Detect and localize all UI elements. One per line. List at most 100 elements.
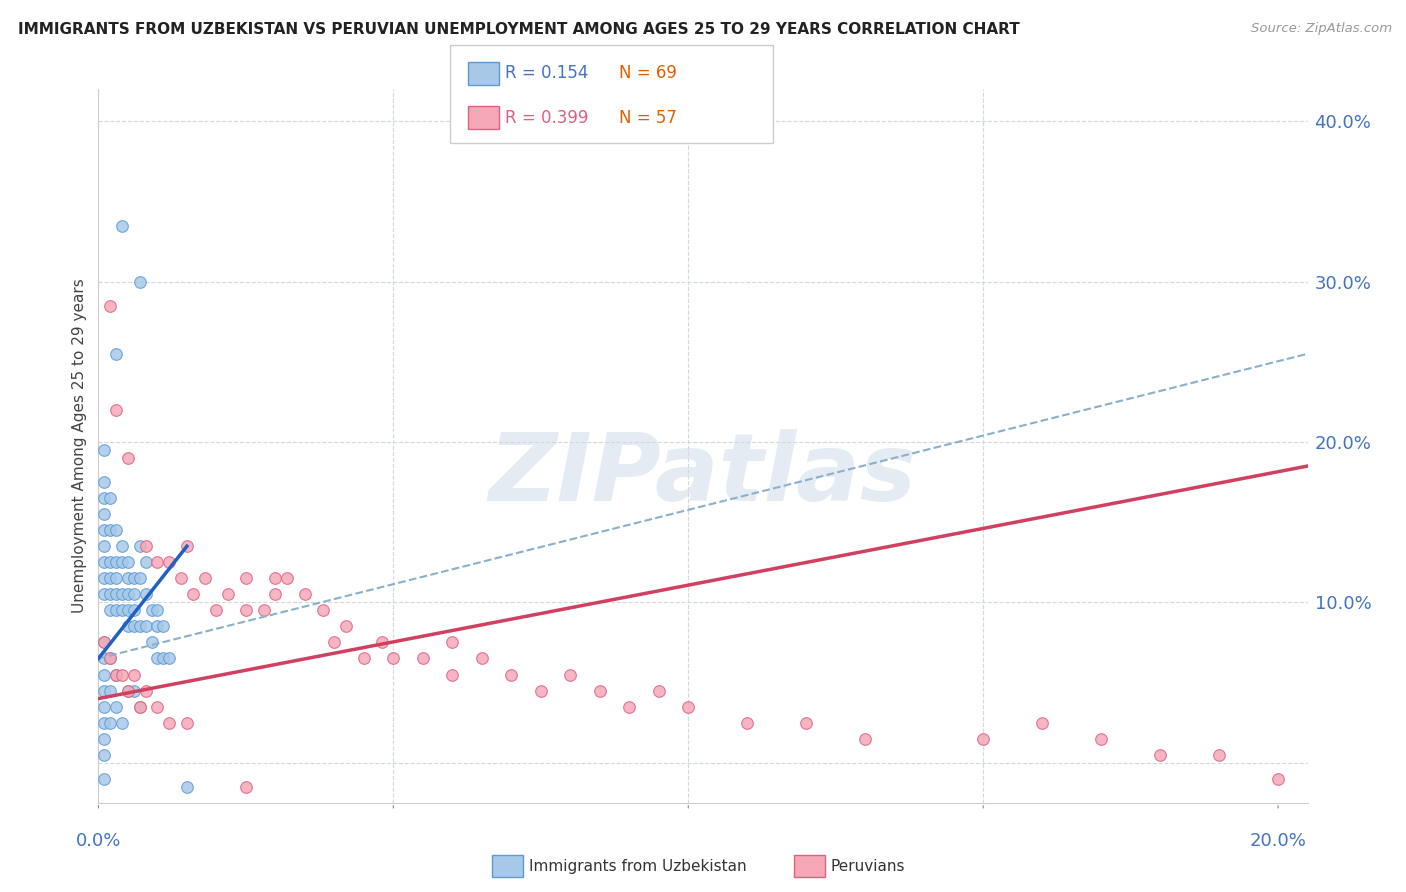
Point [117,683,139,698]
Point [146,555,169,569]
Point [111,219,134,233]
Point [853,731,876,746]
Point [972,731,994,746]
Text: Peruvians: Peruvians [831,859,905,873]
Point [93,523,115,537]
Point [111,715,134,730]
Point [194,571,217,585]
Point [335,619,357,633]
Point [105,555,128,569]
Point [122,571,145,585]
Point [93,747,115,762]
Point [98,571,121,585]
Point [111,539,134,553]
Point [105,603,128,617]
Point [311,603,333,617]
Point [157,715,180,730]
Point [181,587,204,601]
Point [135,683,157,698]
Point [235,571,257,585]
Point [128,275,150,289]
Point [98,683,121,698]
Point [93,555,115,569]
Point [1090,731,1112,746]
Point [353,651,375,665]
Point [93,571,115,585]
Point [128,699,150,714]
Text: 20.0%: 20.0% [1250,831,1306,850]
Point [648,683,671,698]
Text: IMMIGRANTS FROM UZBEKISTAN VS PERUVIAN UNEMPLOYMENT AMONG AGES 25 TO 29 YEARS CO: IMMIGRANTS FROM UZBEKISTAN VS PERUVIAN U… [18,22,1019,37]
Point [794,715,817,730]
Point [98,587,121,601]
Point [294,587,316,601]
Text: Source: ZipAtlas.com: Source: ZipAtlas.com [1251,22,1392,36]
Point [122,619,145,633]
Point [98,603,121,617]
Point [117,603,139,617]
Point [146,699,169,714]
Point [1149,747,1171,762]
Point [441,635,464,649]
Point [205,603,228,617]
Point [678,699,700,714]
Point [117,571,139,585]
Point [98,299,121,313]
Point [93,539,115,553]
Point [146,651,169,665]
Point [276,571,298,585]
Point [93,699,115,714]
Point [105,403,128,417]
Point [105,667,128,681]
Point [93,683,115,698]
Point [122,683,145,698]
Y-axis label: Unemployment Among Ages 25 to 29 years: Unemployment Among Ages 25 to 29 years [72,278,87,614]
Point [98,715,121,730]
Point [128,571,150,585]
Point [530,683,553,698]
Text: R = 0.399: R = 0.399 [505,109,588,127]
Point [117,555,139,569]
Text: ZIPatlas: ZIPatlas [489,428,917,521]
Point [93,667,115,681]
Point [105,347,128,361]
Point [122,667,145,681]
Point [170,571,193,585]
Point [412,651,434,665]
Point [128,619,150,633]
Point [264,571,287,585]
Point [93,475,115,489]
Point [98,555,121,569]
Point [93,731,115,746]
Point [157,651,180,665]
Point [135,587,157,601]
Point [152,651,174,665]
Point [1267,772,1289,786]
Point [111,603,134,617]
Point [93,635,115,649]
Point [323,635,346,649]
Point [111,587,134,601]
Point [111,555,134,569]
Point [176,539,198,553]
Text: N = 69: N = 69 [619,64,676,82]
Point [152,619,174,633]
Point [93,507,115,521]
Point [117,450,139,465]
Point [98,491,121,505]
Point [235,780,257,794]
Point [93,635,115,649]
Point [98,523,121,537]
Point [735,715,758,730]
Point [128,539,150,553]
Text: R = 0.154: R = 0.154 [505,64,588,82]
Point [146,603,169,617]
Point [1031,715,1053,730]
Point [105,667,128,681]
Point [176,780,198,794]
Point [98,651,121,665]
Point [105,571,128,585]
Point [111,667,134,681]
Point [501,667,523,681]
Point [93,442,115,457]
